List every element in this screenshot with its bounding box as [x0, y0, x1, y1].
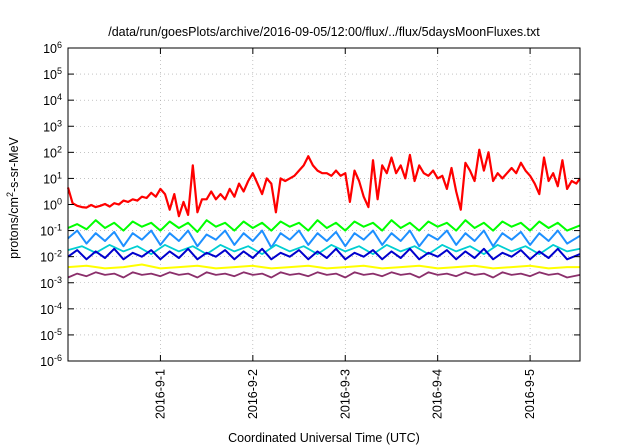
y-tick-label-base: 10 — [40, 329, 54, 343]
y-axis-label: protons/cm2-s-sr-MeV — [5, 136, 21, 258]
x-tick-label: 2016-9-2 — [246, 369, 260, 419]
y-tick-label-exp: 3 — [57, 118, 62, 128]
y-tick-label-base: 10 — [43, 68, 57, 82]
y-tick-label-exp: 5 — [57, 66, 62, 76]
y-tick-label: 10-6 — [40, 353, 62, 369]
y-axis-label-base: protons/cm — [7, 197, 21, 259]
y-tick-label: 103 — [43, 118, 62, 134]
y-tick-label: 101 — [43, 170, 62, 186]
x-tick-label: 2016-9-3 — [338, 369, 352, 419]
y-tick-label-exp: -3 — [54, 275, 62, 285]
y-tick-label-base: 10 — [40, 355, 54, 369]
y-tick-label: 10-5 — [40, 327, 62, 343]
y-tick-label-exp: 1 — [57, 170, 62, 180]
series-layer — [66, 148, 581, 279]
y-tick-label-exp: 4 — [57, 92, 62, 102]
y-tick-label: 102 — [43, 144, 62, 160]
y-tick-label-base: 10 — [40, 303, 54, 317]
y-tick-label-base: 10 — [43, 42, 57, 56]
x-tick-label: 2016-9-5 — [523, 369, 537, 419]
y-tick-label: 100 — [43, 197, 62, 213]
grid — [68, 48, 580, 361]
y-tick-label-base: 10 — [43, 199, 57, 213]
y-tick-label-base: 10 — [43, 120, 57, 134]
y-tick-label-base: 10 — [40, 225, 54, 239]
y-tick-label-base: 10 — [43, 172, 57, 186]
y-tick-label-base: 10 — [43, 94, 57, 108]
y-ticks: 10-610-510-410-310-210-11001011021031041… — [40, 40, 580, 369]
series-line-3 — [67, 229, 581, 249]
x-ticks: 2016-9-1 2016-9-2 2016-9-3 2016-9-4 2016-9-5 — [153, 48, 537, 419]
series-line-2 — [67, 219, 581, 233]
y-tick-label-exp: -1 — [54, 223, 62, 233]
y-tick-label-exp: -5 — [54, 327, 62, 337]
y-axis-label-sup: 2 — [5, 192, 15, 197]
chart-title: /data/run/goesPlots/archive/2016-09-05/1… — [108, 25, 540, 39]
y-tick-label: 106 — [43, 40, 62, 56]
y-tick-label-exp: 0 — [57, 197, 62, 207]
y-tick-label-base: 10 — [40, 251, 54, 265]
x-tick-label: 2016-9-1 — [153, 369, 167, 419]
series-line-5 — [67, 247, 581, 261]
y-tick-label: 105 — [43, 66, 62, 82]
series-line-1 — [66, 148, 581, 218]
y-tick-label-exp: 6 — [57, 40, 62, 50]
series-line-6 — [67, 263, 580, 270]
y-tick-label-exp: -6 — [54, 353, 62, 363]
y-tick-label: 10-1 — [40, 223, 62, 239]
x-tick-label: 2016-9-4 — [431, 369, 445, 419]
y-tick-label: 10-3 — [40, 275, 62, 291]
y-tick-label: 10-4 — [40, 301, 62, 317]
y-tick-label-exp: -4 — [54, 301, 62, 311]
x-axis-label: Coordinated Universal Time (UTC) — [228, 431, 420, 445]
y-tick-label-exp: 2 — [57, 144, 62, 154]
y-axis-label-rest: -s-sr-MeV — [7, 136, 21, 192]
series-line-7 — [67, 271, 581, 279]
y-tick-label-base: 10 — [40, 277, 54, 291]
y-tick-label: 104 — [43, 92, 62, 108]
y-tick-label: 10-2 — [40, 249, 62, 265]
y-tick-label-exp: -2 — [54, 249, 62, 259]
y-tick-label-base: 10 — [43, 146, 57, 160]
